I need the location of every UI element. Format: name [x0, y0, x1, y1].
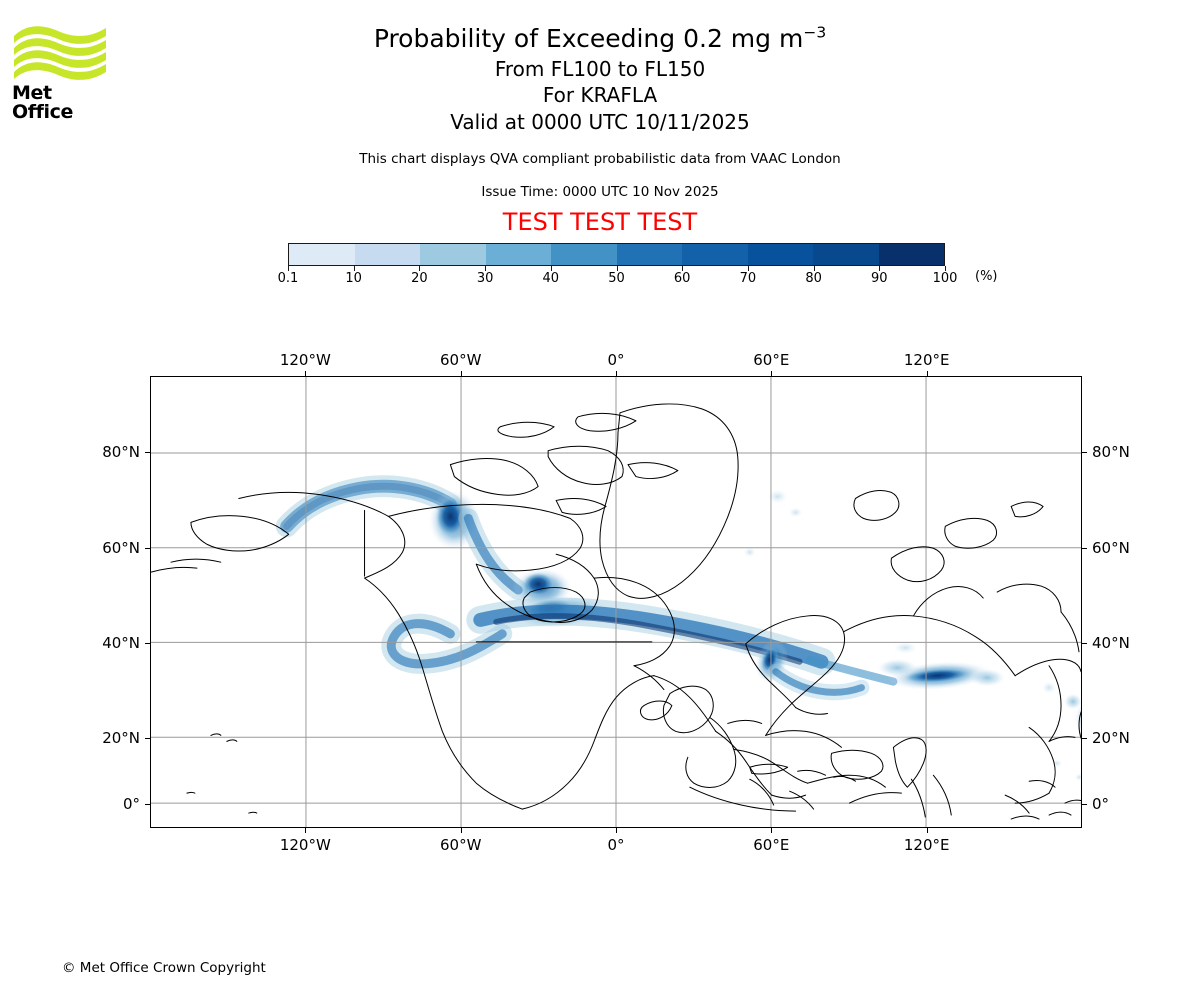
lon-tickmark-1-0: [460, 371, 462, 376]
lat-tick-label-left-0: 80°N: [102, 443, 140, 462]
colorbar-tick-100: [945, 266, 946, 271]
lon-tickmark-0-0: [305, 371, 307, 376]
colorbar-tick-label-70: 70: [739, 271, 757, 286]
lat-tick-label-left-1: 60°N: [102, 538, 140, 557]
lon-tickmark-3-0: [771, 371, 773, 376]
colorbar-tick-0.1: [288, 266, 289, 271]
page-title: Probability of Exceeding 0.2 mg m−3: [0, 23, 1200, 53]
flight-level-subtitle: From FL100 to FL150: [494, 57, 706, 81]
colorbar-tick-label-60: 60: [673, 271, 691, 286]
colorbar-band-6: [682, 244, 748, 265]
lat-tickmark-3-1: [1082, 737, 1087, 739]
map-canvas: [151, 377, 1081, 827]
lat-tickmark-1-0: [145, 547, 150, 549]
colorbar-band-1: [354, 244, 420, 265]
page-title-text: Probability of Exceeding 0.2 mg m: [373, 24, 804, 53]
colorbar-ticks: 0.1 10 20 30 40 50 60 70 80 90 100: [278, 266, 957, 286]
coastlines: [151, 403, 1081, 820]
lat-tick-label-right-2: 40°N: [1092, 633, 1130, 652]
lat-tickmark-4-0: [145, 804, 150, 805]
colorbar-tick-label-50: 50: [608, 271, 625, 286]
lon-tickmark-2-0: [616, 371, 617, 376]
colorbar-tick-50: [616, 266, 618, 271]
colorbar-band-3: [485, 244, 551, 265]
copyright-notice: © Met Office Crown Copyright: [62, 960, 266, 976]
colorbar-tick-30: [485, 266, 487, 271]
lat-tickmark-2-1: [1082, 642, 1087, 644]
colorbar-tick-20: [419, 266, 421, 271]
lon-tickmark-4-1: [926, 828, 928, 833]
lat-tickmark-3-0: [145, 737, 150, 739]
lat-tick-label-left-3: 20°N: [102, 728, 140, 747]
colorbar-tick-label-90: 90: [871, 271, 888, 286]
colorbar-tick-40: [550, 266, 552, 271]
lon-tick-label-top-4: 120°E: [903, 351, 950, 369]
lat-tickmark-4-1: [1082, 804, 1087, 805]
lon-tick-label-bottom-3: 60°E: [753, 836, 790, 854]
colorbar-tick-label-40: 40: [542, 271, 560, 286]
lat-tick-label-left-2: 40°N: [102, 633, 140, 652]
colorbar-tick-10: [353, 266, 355, 271]
issue-time: Issue Time: 0000 UTC 10 Nov 2025: [481, 184, 719, 201]
lat-tick-label-right-3: 20°N: [1092, 728, 1130, 747]
qva-disclaimer: This chart displays QVA compliant probab…: [359, 151, 841, 168]
lon-tick-label-bottom-0: 120°W: [279, 836, 331, 854]
lon-tick-label-bottom-1: 60°W: [439, 836, 482, 854]
lat-tickmark-1-1: [1082, 547, 1087, 549]
world-map-plot: [150, 376, 1082, 828]
page-title-exponent: −3: [803, 23, 827, 42]
lon-tick-label-top-3: 60°E: [753, 351, 790, 369]
colorbar-gradient: [288, 243, 945, 266]
lon-tickmark-4-0: [926, 371, 928, 376]
lat-tick-label-left-4: 0°: [122, 795, 140, 813]
colorbar-band-4: [551, 244, 617, 265]
colorbar-tick-80: [813, 266, 815, 271]
lon-tick-label-top-0: 120°W: [279, 351, 331, 369]
lon-tickmark-1-1: [460, 828, 462, 833]
lat-tick-label-right-0: 80°N: [1092, 443, 1130, 462]
colorbar-band-8: [813, 244, 879, 265]
met-office-wave-mark: [14, 26, 106, 80]
colorbar-tick-90: [879, 266, 881, 271]
lon-tickmark-3-1: [771, 828, 773, 833]
lon-tick-label-bottom-2: 0°: [607, 836, 625, 854]
colorbar-band-7: [747, 244, 813, 265]
volcano-subtitle: For KRAFLA: [542, 83, 658, 108]
lat-tickmark-0-1: [1082, 452, 1087, 454]
colorbar-tick-label-80: 80: [805, 271, 822, 286]
colorbar-band-5: [616, 244, 682, 265]
colorbar-tick-60: [682, 266, 684, 271]
colorbar-tick-label-0.1: 0.1: [277, 271, 299, 286]
lat-tick-label-right-1: 60°N: [1092, 538, 1130, 557]
ash-plume-layer: [275, 475, 1081, 782]
colorbar-band-9: [878, 244, 944, 265]
lat-tickmark-0-0: [145, 452, 150, 454]
colorbar-tick-70: [747, 266, 749, 271]
met-office-logo: Met Office: [12, 22, 112, 122]
map-graticule: [151, 377, 1081, 827]
colorbar-tick-label-100: 100: [932, 271, 958, 286]
lon-tickmark-2-1: [616, 828, 617, 833]
lon-tick-label-top-2: 0°: [607, 351, 625, 369]
valid-time-subtitle: Valid at 0000 UTC 10/11/2025: [450, 109, 750, 134]
colorbar-band-0: [289, 244, 355, 265]
test-banner: TEST TEST TEST: [502, 208, 698, 237]
lon-tickmark-0-1: [305, 828, 307, 833]
lon-tick-label-top-1: 60°W: [439, 351, 482, 369]
colorbar-tick-label-30: 30: [476, 271, 494, 286]
lat-tickmark-2-0: [145, 642, 150, 644]
chart-header: Probability of Exceeding 0.2 mg m−3 From…: [0, 0, 1200, 236]
colorbar-tick-label-20: 20: [411, 271, 428, 286]
colorbar-tick-label-10: 10: [345, 271, 362, 286]
probability-colorbar: 0.1 10 20 30 40 50 60 70 80 90 100: [278, 243, 957, 286]
colorbar-band-2: [420, 244, 486, 265]
lat-tick-label-right-4: 0°: [1092, 795, 1110, 813]
lon-tick-label-bottom-4: 120°E: [903, 836, 950, 854]
colorbar-unit-label: (%): [975, 269, 998, 284]
met-office-wordmark: Met Office: [12, 82, 73, 123]
